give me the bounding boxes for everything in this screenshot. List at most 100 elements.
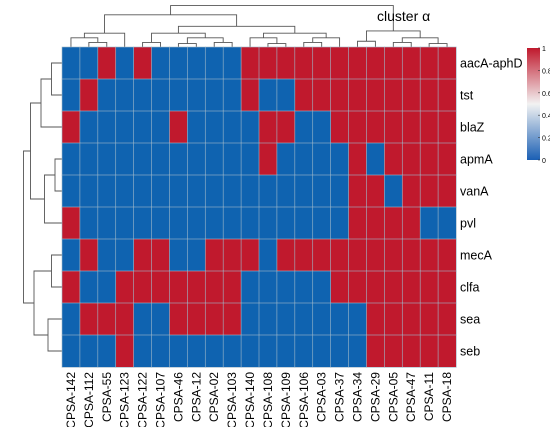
heatmap-cell — [151, 174, 171, 208]
heatmap-cell — [419, 270, 439, 304]
heatmap-cell — [294, 302, 314, 336]
heatmap-cell — [366, 206, 385, 240]
heatmap-cell — [401, 206, 421, 240]
heatmap-cell — [222, 46, 242, 80]
heatmap-cell — [115, 206, 135, 240]
heatmap-cell — [312, 78, 332, 112]
column-label: CPSA-46 — [171, 372, 185, 422]
heatmap-cell — [79, 302, 99, 336]
column-label: CPSA-11 — [422, 372, 436, 421]
heatmap-cell — [151, 270, 171, 304]
heatmap-cell — [79, 334, 99, 368]
heatmap-cell — [97, 78, 117, 112]
heatmap-cell — [258, 78, 278, 112]
heatmap-cell — [169, 110, 188, 144]
heatmap-cell — [79, 46, 99, 80]
heatmap-cell — [169, 206, 188, 240]
heatmap-cell — [419, 174, 439, 208]
heatmap-cell — [97, 206, 117, 240]
column-label: CPSA-109 — [279, 372, 293, 427]
heatmap-cell — [258, 270, 278, 304]
heatmap-cell — [151, 206, 171, 240]
row-label: tst — [460, 89, 474, 103]
heatmap-cell — [437, 334, 457, 368]
dendrogram-link — [23, 150, 34, 304]
heatmap-cell — [115, 46, 135, 80]
heatmap-cell — [276, 174, 296, 208]
dendrogram-link — [177, 43, 197, 47]
heatmap-cell — [169, 78, 188, 112]
heatmap-cell — [97, 142, 117, 176]
row-label: seb — [460, 345, 480, 359]
heatmap-cell — [79, 270, 99, 304]
column-label: CPSA-112 — [82, 372, 96, 427]
column-label: CPSA-12 — [189, 372, 203, 422]
heatmap-cell — [330, 270, 350, 304]
heatmap-cell — [240, 334, 260, 368]
heatmap-cell — [366, 302, 385, 336]
heatmap-cell — [384, 206, 403, 240]
heatmap-cell — [222, 110, 242, 144]
heatmap-cell — [312, 174, 332, 208]
heatmap-cell — [204, 142, 224, 176]
row-label: pvl — [460, 217, 476, 231]
heatmap-cell — [222, 174, 242, 208]
heatmap-cell — [79, 78, 99, 112]
heatmap-cell — [437, 174, 457, 208]
heatmap-cell — [437, 78, 457, 112]
dendrogram-link — [44, 174, 62, 224]
heatmap-cell — [312, 334, 332, 368]
heatmap-cell — [79, 238, 99, 272]
heatmap-cell — [61, 270, 81, 304]
heatmap-cell — [115, 334, 135, 368]
heatmap-cell — [240, 238, 260, 272]
heatmap-cell — [61, 206, 81, 240]
color-legend: 0 0.2 0.4 0.6 0.8 1 — [527, 46, 550, 165]
heatmap-cell — [133, 206, 153, 240]
heatmap-cell — [384, 78, 403, 112]
heatmap-cell — [294, 270, 314, 304]
heatmap-cell — [294, 46, 314, 80]
row-label: aacA-aphD — [460, 57, 523, 71]
heatmap-cell — [437, 46, 457, 80]
heatmap-cell — [115, 142, 135, 176]
heatmap-cell — [240, 142, 260, 176]
column-label: CPSA-122 — [136, 372, 150, 427]
heatmap-cell — [401, 334, 421, 368]
heatmap-cell — [294, 334, 314, 368]
heatmap-cell — [222, 78, 242, 112]
heatmap-cell — [419, 302, 439, 336]
heatmap-cell — [366, 238, 385, 272]
heatmap-cell — [115, 174, 135, 208]
heatmap-cell — [348, 334, 368, 368]
dendrogram-link — [428, 43, 448, 47]
heatmap-cell — [240, 110, 260, 144]
row-labels: aacA-aphD tst blaZ apmA vanA pvl mecA clfa sea se… — [460, 57, 523, 359]
heatmap-cell — [330, 46, 350, 80]
column-label: CPSA-18 — [440, 372, 454, 422]
heatmap-cell — [384, 302, 403, 336]
cluster-label: cluster α — [377, 8, 430, 24]
column-label: CPSA-47 — [404, 372, 418, 422]
heatmap-cell — [276, 46, 296, 80]
heatmap-cell — [187, 46, 206, 80]
column-label: CPSA-34 — [351, 372, 365, 422]
heatmap-cell — [330, 110, 350, 144]
heatmap-cell — [97, 238, 117, 272]
heatmap-cell — [384, 110, 403, 144]
heatmap-cell — [294, 174, 314, 208]
heatmap-cell — [222, 270, 242, 304]
heatmap-cell — [240, 270, 260, 304]
heatmap-cell — [204, 334, 224, 368]
heatmap-cell — [133, 142, 153, 176]
heatmap-cell — [312, 206, 332, 240]
heatmap-cell — [366, 110, 385, 144]
dendrogram-link — [33, 270, 52, 336]
column-label: CPSA-03 — [315, 372, 329, 422]
heatmap-cell — [79, 206, 99, 240]
heatmap-cell — [97, 270, 117, 304]
heatmap-cell — [133, 174, 153, 208]
heatmap-cell — [169, 46, 188, 80]
heatmap-cell — [348, 142, 368, 176]
heatmap-cell — [240, 46, 260, 80]
